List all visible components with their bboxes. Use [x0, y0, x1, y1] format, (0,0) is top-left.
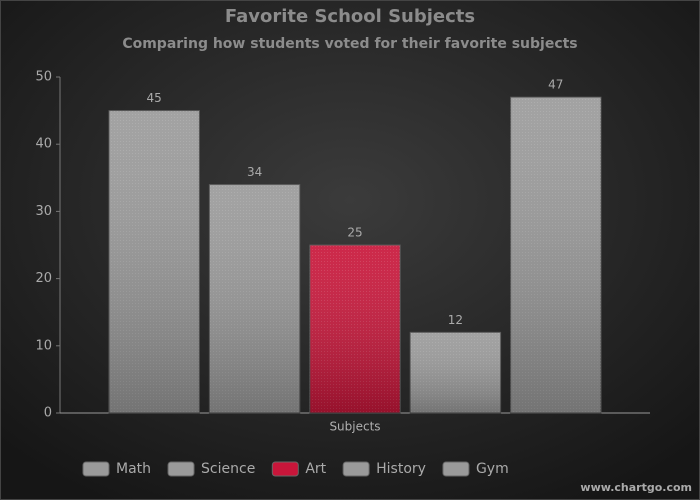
y-tick-label: 10: [35, 338, 52, 353]
y-tick-label: 40: [35, 137, 52, 152]
y-tick-label: 50: [35, 70, 52, 85]
chart-title: Favorite School Subjects: [225, 6, 475, 27]
value-label: 12: [448, 313, 463, 327]
legend-swatch: [271, 461, 299, 477]
legend-swatch: [442, 461, 470, 477]
value-label: 45: [147, 91, 162, 105]
chart-subtitle: Comparing how students voted for their f…: [122, 36, 577, 52]
bar: [510, 96, 602, 414]
legend-label: Science: [201, 461, 255, 477]
value-label: 25: [347, 226, 362, 240]
legend-label: Art: [305, 461, 326, 477]
watermark: www.chartgo.com: [580, 481, 692, 494]
y-tick-label: 30: [35, 204, 52, 219]
bar: [309, 244, 401, 414]
legend-swatch: [342, 461, 370, 477]
value-label: 47: [548, 78, 563, 92]
legend-label: History: [376, 461, 426, 477]
legend-label: Gym: [476, 461, 509, 477]
legend-label: Math: [116, 461, 151, 477]
bar: [208, 184, 301, 414]
bar: [108, 110, 200, 414]
y-tick-label: 0: [44, 406, 52, 421]
legend-swatch: [82, 461, 110, 477]
value-label: 34: [247, 165, 262, 179]
y-tick-label: 20: [35, 271, 52, 286]
x-axis-label: Subjects: [329, 420, 380, 434]
bar: [409, 331, 502, 414]
legend-swatch: [167, 461, 195, 477]
